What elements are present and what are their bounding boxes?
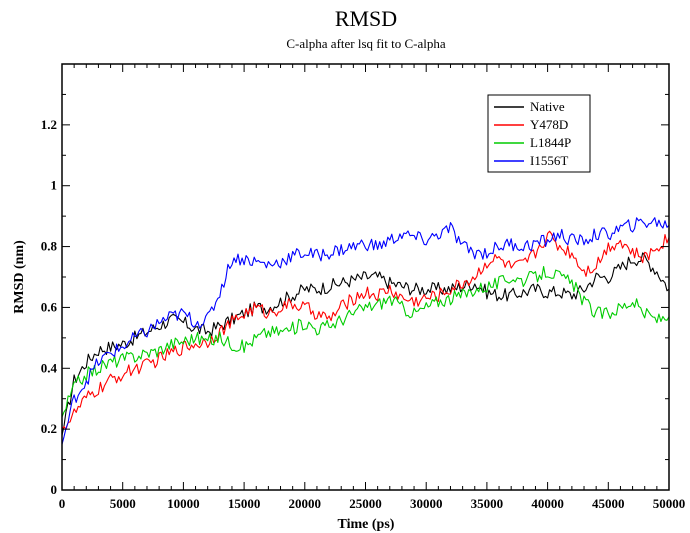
x-axis-ticks: 0 5000 10000 15000 20000 25000 30000 35000 40000… bbox=[59, 64, 686, 511]
y-tick-label: 0.6 bbox=[41, 299, 58, 314]
legend-entries: Native Y478D L1844P I1556T bbox=[494, 99, 571, 168]
legend-label: Y478D bbox=[530, 117, 568, 132]
x-tick-label: 15000 bbox=[228, 496, 261, 511]
x-tick-label: 30000 bbox=[410, 496, 443, 511]
y-tick-label: 0 bbox=[51, 482, 58, 497]
legend-label: L1844P bbox=[530, 135, 571, 150]
y-axis-ticks: 0 0.2 0.4 0.6 0.8 1 1.2 bbox=[41, 63, 669, 497]
x-tick-label: 50000 bbox=[653, 496, 686, 511]
legend-box bbox=[487, 94, 591, 173]
y-tick-label: 0.4 bbox=[41, 360, 58, 375]
x-tick-label: 40000 bbox=[531, 496, 564, 511]
series-line-l1844p bbox=[61, 265, 670, 418]
series-layer bbox=[61, 217, 670, 445]
y-tick-label: 0.2 bbox=[41, 421, 57, 436]
x-tick-label: 45000 bbox=[592, 496, 625, 511]
x-tick-label: 20000 bbox=[289, 496, 322, 511]
y-tick-label: 1 bbox=[51, 178, 58, 193]
y-axis-label: RMSD (nm) bbox=[12, 240, 27, 314]
legend: Native Y478D L1844P I1556T bbox=[487, 94, 591, 173]
y-tick-label: 0.8 bbox=[41, 239, 58, 254]
x-tick-label: 5000 bbox=[110, 496, 136, 511]
x-tick-label: 0 bbox=[59, 496, 66, 511]
series-line-y478d bbox=[61, 230, 670, 430]
legend-label: I1556T bbox=[530, 153, 568, 168]
series-line-native bbox=[61, 252, 670, 436]
x-tick-label: 10000 bbox=[167, 496, 200, 511]
series-line-i1556t bbox=[61, 217, 670, 445]
y-tick-label: 1.2 bbox=[41, 117, 57, 132]
x-tick-label: 25000 bbox=[349, 496, 382, 511]
x-axis-label: Time (ps) bbox=[338, 517, 395, 532]
chart-subtitle: C-alpha after lsq fit to C-alpha bbox=[286, 36, 445, 51]
chart-title: RMSD bbox=[335, 6, 397, 31]
x-tick-label: 35000 bbox=[471, 496, 504, 511]
legend-label: Native bbox=[530, 99, 565, 114]
